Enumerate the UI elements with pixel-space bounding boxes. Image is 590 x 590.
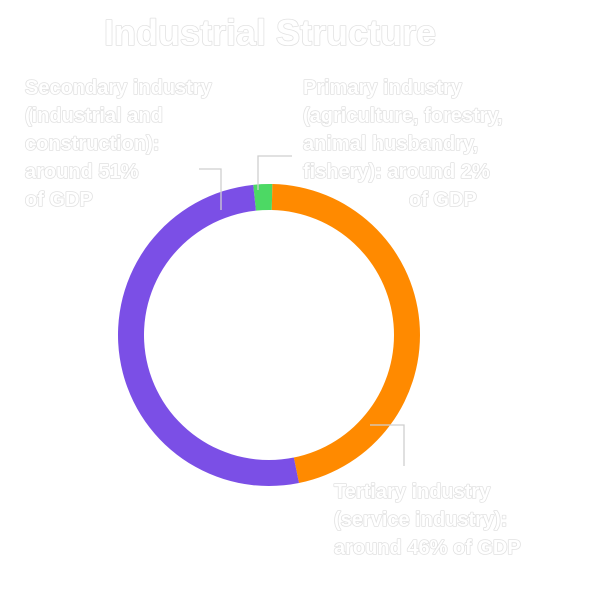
donut-slices <box>117 184 420 486</box>
label-line: construction): <box>25 133 159 155</box>
leader-line-tertiary-industry <box>370 424 405 466</box>
label-line: Primary industry <box>303 77 463 99</box>
slice-labels: Primary industry (agriculture, forestry, a… <box>24 76 521 560</box>
label-line: (service industry): <box>334 509 507 531</box>
label-line: (agriculture, forestry, <box>303 105 503 127</box>
label-line: animal husbandry, <box>303 133 478 155</box>
leader-line-primary-industry <box>257 155 292 190</box>
slice-primary-industry <box>253 184 273 211</box>
slice-secondary-industry <box>117 184 299 486</box>
label-line: of GDP <box>409 189 477 211</box>
chart-title: Industrial Structure <box>104 12 436 53</box>
slice-tertiary-industry <box>271 184 420 483</box>
label-line: Tertiary industry <box>334 481 491 503</box>
label-line: fishery): around 2% <box>303 161 490 183</box>
label-line: Secondary industry <box>25 77 213 99</box>
leader-line-secondary-industry <box>199 168 222 210</box>
label-line: around 46% of GDP <box>334 537 521 559</box>
label-line: around 51% <box>25 161 139 183</box>
label-line: (industrial and <box>25 105 163 127</box>
label-primary-industry: Primary industry (agriculture, forestry, a… <box>303 77 503 211</box>
label-line: of GDP <box>25 189 93 211</box>
leader-lines <box>199 155 405 466</box>
label-secondary-industry: Secondary industry (industrial and constru… <box>25 77 213 211</box>
label-tertiary-industry: Tertiary industry (service industry): arou… <box>334 481 521 559</box>
